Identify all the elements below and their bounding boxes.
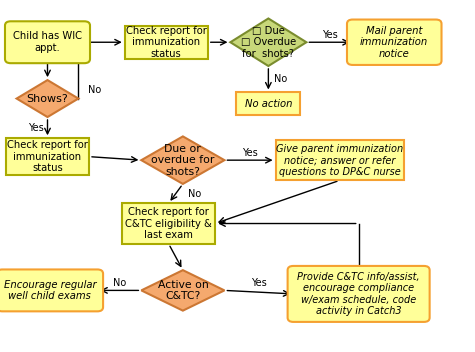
FancyBboxPatch shape bbox=[276, 140, 404, 180]
FancyBboxPatch shape bbox=[236, 92, 300, 115]
Text: Give parent immunization
notice; answer or refer
questions to DP&C nurse: Give parent immunization notice; answer … bbox=[276, 144, 403, 177]
Polygon shape bbox=[230, 18, 306, 66]
Text: Provide C&TC info/assist,
encourage compliance
w/exam schedule, code
activity in: Provide C&TC info/assist, encourage comp… bbox=[297, 271, 420, 316]
Polygon shape bbox=[142, 136, 225, 184]
Polygon shape bbox=[142, 270, 225, 310]
FancyBboxPatch shape bbox=[0, 270, 103, 311]
Text: No action: No action bbox=[245, 99, 292, 109]
Text: Check report for
immunization
status: Check report for immunization status bbox=[7, 140, 88, 173]
Text: No: No bbox=[88, 85, 102, 95]
Text: No: No bbox=[113, 278, 126, 288]
Text: Mail parent
immunization
notice: Mail parent immunization notice bbox=[360, 26, 428, 59]
Text: No: No bbox=[274, 74, 287, 84]
Polygon shape bbox=[17, 80, 78, 117]
FancyBboxPatch shape bbox=[6, 138, 89, 175]
Text: Yes: Yes bbox=[28, 122, 44, 133]
Text: No: No bbox=[188, 189, 201, 199]
FancyBboxPatch shape bbox=[124, 25, 208, 59]
Text: Yes: Yes bbox=[242, 148, 258, 158]
FancyBboxPatch shape bbox=[347, 19, 441, 65]
Text: Yes: Yes bbox=[322, 30, 337, 40]
FancyBboxPatch shape bbox=[5, 21, 90, 63]
Text: Check report for
C&TC eligibility &
last exam: Check report for C&TC eligibility & last… bbox=[125, 207, 212, 240]
Text: Shows?: Shows? bbox=[27, 94, 68, 103]
Text: Active on
C&TC?: Active on C&TC? bbox=[158, 279, 208, 301]
Text: Child has WIC
appt.: Child has WIC appt. bbox=[13, 31, 82, 53]
Text: Due or
overdue for
shots?: Due or overdue for shots? bbox=[151, 144, 215, 177]
Text: □ Due
□ Overdue
for  shots?: □ Due □ Overdue for shots? bbox=[241, 26, 296, 59]
FancyBboxPatch shape bbox=[122, 203, 215, 244]
Text: Yes: Yes bbox=[251, 278, 267, 288]
FancyBboxPatch shape bbox=[287, 266, 429, 322]
Text: Encourage regular
well child exams: Encourage regular well child exams bbox=[4, 279, 96, 301]
Text: Check report for
immunization
status: Check report for immunization status bbox=[126, 26, 207, 59]
